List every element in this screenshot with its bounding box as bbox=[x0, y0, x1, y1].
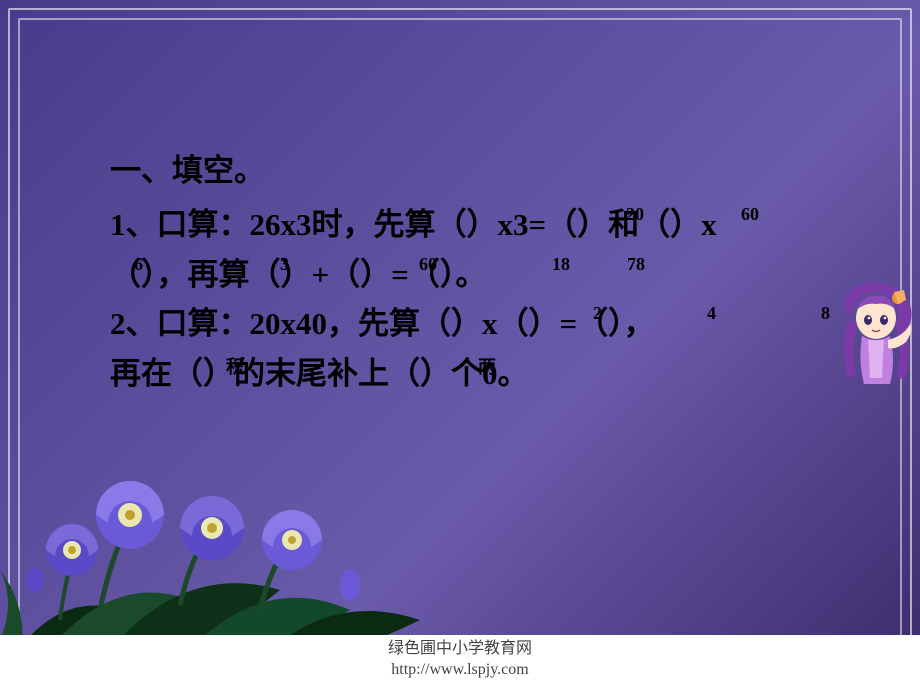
footer: 绿色圃中小学教育网 http://www.lspjy.com bbox=[0, 635, 920, 685]
ans-b4: 4 bbox=[707, 303, 716, 324]
ans-60: 60 bbox=[741, 204, 759, 225]
q1-line1: 1、口算：26x3时，先算（）x3=（）和（）x bbox=[110, 200, 920, 250]
ans-20: 20 bbox=[626, 204, 644, 225]
q2-line1: 2、口算：20x40，先算（）x（）=（）， bbox=[110, 299, 920, 349]
ans-b8: 8 bbox=[821, 303, 830, 324]
ans-liang: 两 bbox=[478, 353, 496, 379]
ans-78: 78 bbox=[627, 254, 645, 275]
footer-url: http://www.lspjy.com bbox=[0, 660, 920, 681]
slide-container: 一、填空。 1、口算：26x3时，先算（）x3=（）和（）x （），再算（）+（… bbox=[0, 0, 920, 690]
ans-3: 3 bbox=[280, 254, 289, 275]
footer-org: 绿色圃中小学教育网 bbox=[0, 639, 920, 660]
ans-b2: 2 bbox=[593, 303, 602, 324]
section-title: 一、填空。 bbox=[110, 145, 920, 190]
ans-6: 6 bbox=[134, 254, 143, 275]
q1-line2: （），再算（）+（）=（）。 bbox=[110, 250, 920, 300]
ans-ji: 积 bbox=[226, 353, 244, 379]
ans-18: 18 bbox=[552, 254, 570, 275]
ans-60b: 60 bbox=[419, 254, 437, 275]
